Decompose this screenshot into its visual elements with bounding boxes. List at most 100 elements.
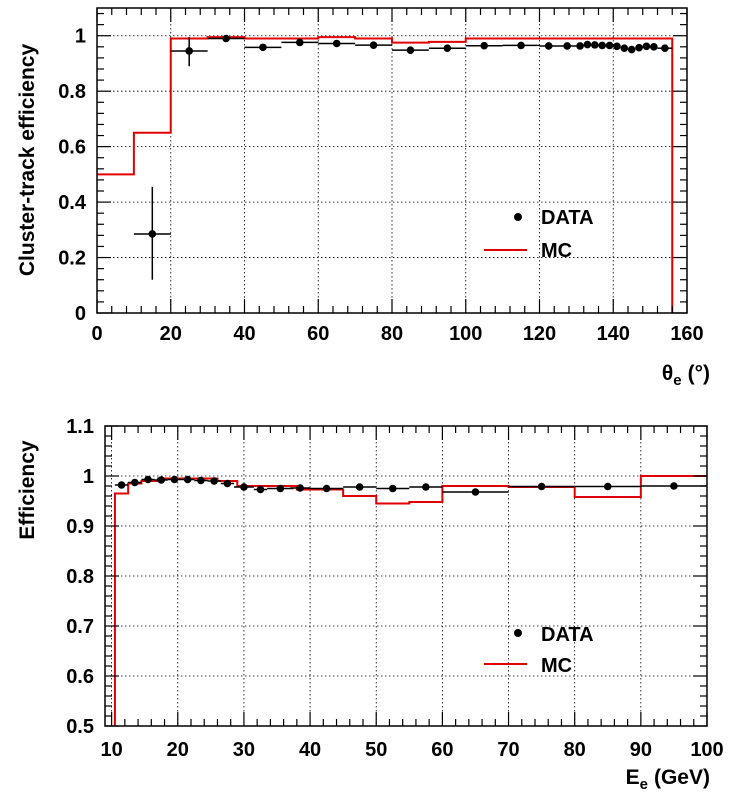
- data-point-marker: [422, 483, 430, 491]
- y-axis-title: Cluster-track efficiency: [16, 44, 39, 277]
- data-point: [267, 484, 294, 493]
- data-point: [635, 43, 643, 52]
- data-point-marker: [563, 42, 571, 50]
- legend-mc-label: MC: [541, 655, 572, 677]
- x-tick-label: 60: [431, 739, 453, 761]
- data-point: [508, 482, 575, 491]
- data-point: [576, 42, 584, 50]
- data-point-marker: [627, 45, 636, 54]
- legend: DATA MC: [484, 207, 594, 262]
- y-tick-label: 0: [75, 303, 86, 325]
- data-point: [392, 46, 429, 54]
- data-point-marker: [650, 43, 658, 51]
- data-point: [133, 186, 171, 280]
- y-tick-label: 1: [75, 26, 86, 48]
- mc-step-path: [113, 475, 707, 726]
- data-point-marker: [544, 42, 553, 50]
- legend-data-marker: [514, 213, 522, 221]
- x-tick-label: 40: [233, 323, 255, 345]
- data-point: [465, 41, 503, 50]
- data-point: [539, 42, 558, 50]
- x-tick-label: 80: [381, 323, 403, 345]
- data-point: [170, 37, 208, 67]
- legend-data-label: DATA: [541, 207, 594, 229]
- legend-data-marker: [514, 629, 522, 637]
- data-point: [627, 45, 636, 54]
- y-tick-label: 0.7: [66, 616, 94, 638]
- data-point-marker: [603, 482, 612, 491]
- data-point-marker: [661, 44, 669, 53]
- data-point: [281, 38, 319, 47]
- x-tick-label: 100: [449, 323, 482, 345]
- x-tick-label: 80: [564, 739, 586, 761]
- data-point: [114, 481, 129, 489]
- data-point: [244, 43, 282, 52]
- x-tick-label: 100: [690, 739, 723, 761]
- x-tick-label: 20: [167, 739, 189, 761]
- data-point-marker: [537, 482, 546, 491]
- legend-data-label: DATA: [541, 624, 594, 646]
- x-tick-labels: 0 20 40 60 80 100 120 140 160: [91, 323, 703, 345]
- x-axis-title: θe (°): [662, 362, 710, 389]
- data-point: [574, 482, 641, 491]
- x-tick-label: 10: [100, 739, 122, 761]
- data-point-marker: [276, 484, 285, 493]
- data-point: [613, 42, 621, 51]
- mc-step-path: [97, 36, 674, 313]
- data-point-marker: [148, 230, 157, 238]
- data-point: [310, 484, 344, 493]
- data-point-marker: [591, 41, 599, 49]
- data-point-marker: [259, 43, 267, 52]
- data-point: [207, 477, 221, 485]
- x-tick-label: 70: [497, 739, 519, 761]
- y-tick-label: 0.5: [66, 716, 94, 738]
- data-point-marker: [185, 47, 193, 55]
- data-point-marker: [443, 44, 452, 53]
- data-point: [442, 488, 509, 496]
- data-point-marker: [222, 34, 230, 43]
- chart-theta-efficiency: 0 20 40 60 80 100 120 140 160 0 0.2 0.4 0.6 0.8 1 Clu…: [16, 7, 710, 389]
- data-points: [133, 34, 673, 280]
- x-tick-label: 160: [670, 323, 703, 345]
- data-point-marker: [670, 482, 678, 490]
- data-point: [234, 483, 254, 491]
- y-tick-label: 0.2: [58, 248, 86, 270]
- data-point: [583, 40, 592, 49]
- y-tick-labels: 0 0.2 0.4 0.6 0.8 1: [58, 26, 87, 325]
- legend-mc-label: MC: [541, 240, 572, 262]
- x-axis-title-unit: (GeV): [654, 766, 710, 789]
- data-point-marker: [322, 484, 331, 493]
- data-point: [642, 42, 651, 51]
- data-point-marker: [183, 475, 192, 484]
- y-tick-label: 0.9: [66, 516, 94, 538]
- data-point: [502, 41, 540, 50]
- data-point: [376, 484, 410, 493]
- y-tick-label: 0.6: [58, 137, 86, 159]
- data-point-marker: [620, 44, 629, 53]
- y-tick-label: 1.1: [66, 416, 94, 438]
- data-point: [591, 41, 599, 49]
- data-point-marker: [157, 476, 166, 484]
- data-point-marker: [583, 40, 592, 49]
- data-point: [194, 476, 208, 485]
- y-tick-label: 1: [83, 466, 94, 488]
- data-point: [557, 42, 577, 50]
- data-point-marker: [369, 41, 378, 49]
- data-point: [220, 479, 234, 488]
- x-tick-label: 0: [91, 323, 102, 345]
- axis-ticks: [105, 425, 708, 727]
- y-tick-label: 0.4: [58, 192, 87, 214]
- x-axis-title-main: E: [626, 766, 640, 789]
- x-axis-title: Ee (GeV): [626, 766, 710, 793]
- data-point: [253, 485, 268, 494]
- y-tick-label: 0.6: [66, 666, 94, 688]
- data-point-marker: [471, 488, 480, 496]
- data-point-marker: [240, 483, 248, 491]
- mc-step-line: [97, 36, 674, 313]
- data-point-marker: [170, 475, 179, 484]
- x-tick-label: 60: [307, 323, 329, 345]
- x-tick-label: 50: [365, 739, 387, 761]
- data-point-marker: [223, 479, 232, 488]
- grid-lines: [105, 426, 707, 726]
